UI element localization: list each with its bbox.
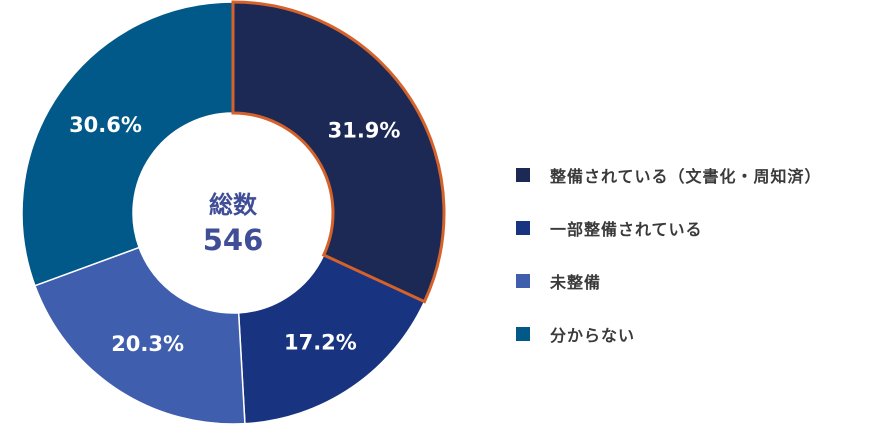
legend-label: 整備されている（文書化・周知済） (550, 166, 822, 186)
slice-2 (237, 254, 426, 425)
legend-label: 未整備 (550, 272, 602, 292)
slice-4 (21, 1, 234, 287)
legend-label: 分からない (550, 325, 636, 345)
legend-item: 未整備 (516, 254, 822, 307)
legend-swatch (516, 273, 530, 288)
legend-label: 一部整備されている (550, 219, 703, 239)
center-label: 総数 (209, 191, 258, 219)
legend-swatch (516, 326, 530, 341)
legend-swatch (516, 167, 530, 182)
data-label: 30.6% (69, 113, 142, 137)
legend: 整備されている（文書化・周知済） 一部整備されている 未整備分からない (516, 148, 822, 360)
legend-item: 分からない (516, 307, 822, 360)
data-label: 17.2% (284, 331, 357, 355)
data-label: 20.3% (111, 332, 184, 356)
highlight-outline (231, 0, 446, 304)
slice-1 (232, 1, 445, 303)
slice-3 (33, 246, 246, 425)
legend-item: 整備されている（文書化・周知済） (516, 148, 822, 201)
legend-item: 一部整備されている (516, 201, 822, 254)
data-label: 31.9% (328, 118, 401, 142)
legend-swatch (516, 220, 530, 235)
center-value: 546 (203, 223, 264, 257)
